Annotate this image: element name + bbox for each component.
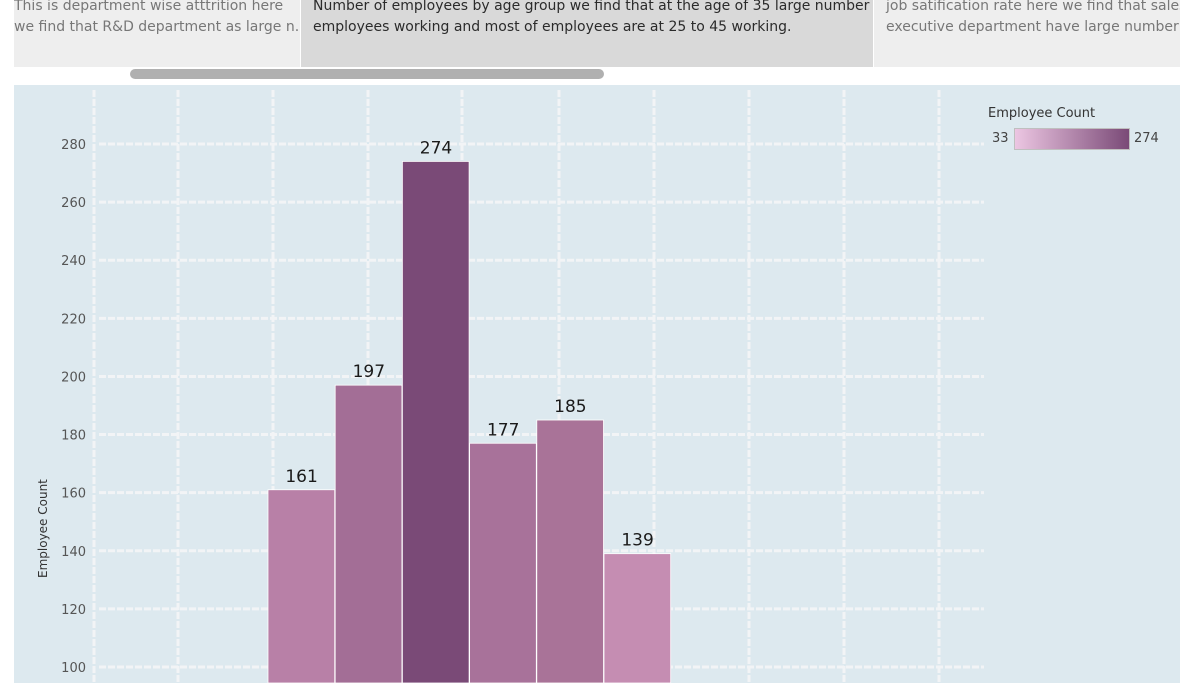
bar bbox=[603, 553, 672, 683]
y-tick-label: 280 bbox=[61, 138, 86, 153]
bar bbox=[536, 419, 604, 683]
bar-value-label: 274 bbox=[420, 138, 452, 158]
caption-line: Number of employees by age group we find… bbox=[313, 0, 873, 14]
horizontal-scrollbar-thumb[interactable] bbox=[130, 69, 604, 79]
y-tick-label: 200 bbox=[61, 370, 86, 385]
legend-min-label: 33 bbox=[992, 131, 1009, 146]
caption-line: This is department wise atttrition here bbox=[14, 0, 284, 14]
caption-text-left: This is department wise atttrition here w… bbox=[14, 0, 300, 38]
story-point-department-attrition[interactable]: This is department wise atttrition here w… bbox=[14, 0, 300, 67]
bar bbox=[401, 161, 470, 683]
bar-value-label: 139 bbox=[621, 531, 653, 551]
y-tick-label: 160 bbox=[61, 487, 86, 502]
chart-panel: 100 120 140 160 180 200 220 240 260 280 161 197 274 1… bbox=[14, 85, 1180, 683]
legend-max-label: 274 bbox=[1134, 131, 1159, 146]
y-tick-label: 100 bbox=[61, 661, 86, 676]
y-tick-label: 120 bbox=[61, 603, 86, 618]
y-tick-label: 140 bbox=[61, 545, 86, 560]
caption-text-right: job satification rate here we find that … bbox=[886, 0, 1180, 38]
bar bbox=[267, 489, 336, 683]
bar-value-label: 161 bbox=[285, 467, 317, 487]
y-tick-label: 260 bbox=[61, 196, 86, 211]
legend-color-gradient[interactable] bbox=[1014, 128, 1130, 150]
bar-value-label: 197 bbox=[353, 362, 385, 382]
caption-line: employees working and most of employees … bbox=[313, 19, 792, 35]
y-tick-label: 220 bbox=[61, 312, 86, 327]
bar-chart: 100 120 140 160 180 200 220 240 260 280 161 197 274 1… bbox=[61, 90, 984, 683]
story-point-age-group[interactable]: Number of employees by age group we find… bbox=[301, 0, 873, 67]
bar-value-label: 185 bbox=[554, 397, 586, 417]
y-tick-label: 240 bbox=[61, 254, 86, 269]
y-tick-label: 180 bbox=[61, 429, 86, 444]
caption-line: job satification rate here we find that … bbox=[886, 0, 1180, 14]
y-axis-title: Employee Count bbox=[36, 479, 50, 578]
bar bbox=[334, 384, 403, 683]
caption-text-middle: Number of employees by age group we find… bbox=[313, 0, 873, 38]
caption-line: executive department have large number o… bbox=[886, 19, 1180, 35]
story-point-job-satisfaction[interactable]: job satification rate here we find that … bbox=[874, 0, 1180, 67]
caption-line: we find that R&D department as large n.. bbox=[14, 19, 300, 35]
story-caption-strip: This is department wise atttrition here w… bbox=[14, 0, 1180, 67]
bar-value-label: 177 bbox=[487, 420, 519, 440]
bar bbox=[469, 442, 537, 683]
legend-title: Employee Count bbox=[988, 106, 1096, 121]
